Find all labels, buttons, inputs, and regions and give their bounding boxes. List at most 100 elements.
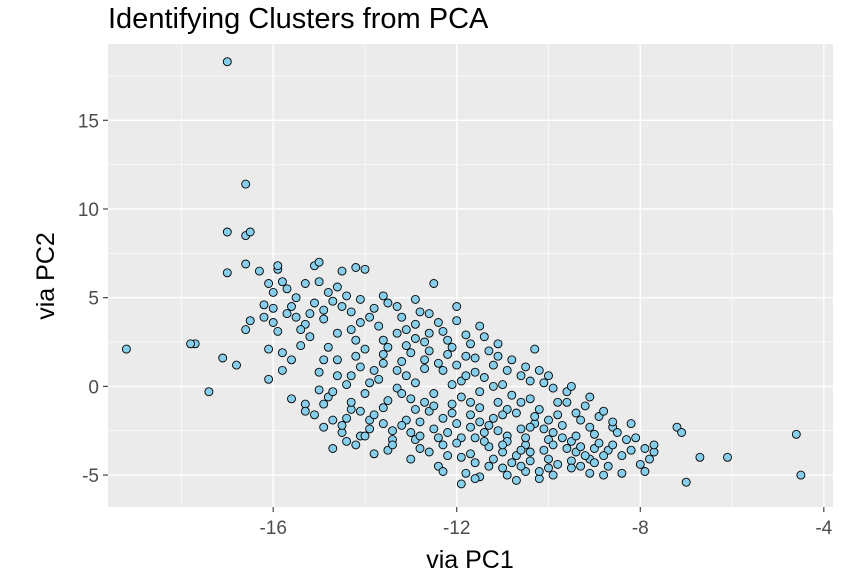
data-point bbox=[277, 348, 287, 358]
data-point bbox=[498, 463, 508, 473]
data-point bbox=[525, 422, 535, 432]
data-point bbox=[461, 468, 471, 478]
data-point bbox=[475, 321, 485, 331]
data-point bbox=[410, 334, 420, 343]
data-point bbox=[277, 277, 287, 287]
data-point bbox=[424, 309, 434, 319]
data-point bbox=[470, 367, 480, 377]
data-point bbox=[323, 342, 333, 352]
data-point bbox=[351, 263, 361, 272]
data-point bbox=[603, 461, 613, 471]
data-point bbox=[484, 461, 494, 471]
data-point bbox=[530, 412, 540, 421]
data-point bbox=[300, 406, 310, 416]
y-tick-label: 5 bbox=[88, 289, 99, 310]
data-point bbox=[534, 467, 544, 476]
data-point bbox=[346, 371, 356, 381]
data-point bbox=[277, 365, 287, 375]
data-point bbox=[346, 397, 356, 407]
data-point bbox=[388, 440, 397, 450]
data-point bbox=[466, 449, 475, 459]
data-point bbox=[493, 351, 503, 361]
data-point bbox=[557, 433, 567, 443]
data-point bbox=[566, 381, 576, 391]
data-point bbox=[443, 335, 453, 345]
data-point bbox=[254, 266, 264, 276]
data-point bbox=[337, 266, 347, 276]
data-point bbox=[424, 346, 434, 356]
data-point bbox=[420, 337, 430, 347]
data-point bbox=[507, 355, 517, 365]
data-point bbox=[580, 401, 590, 411]
y-axis: -5 0 5 10 15 bbox=[78, 111, 108, 487]
data-point bbox=[548, 440, 558, 450]
data-point bbox=[355, 406, 365, 416]
data-point bbox=[585, 468, 595, 478]
x-tick-label: -16 bbox=[259, 518, 286, 539]
data-point bbox=[374, 321, 384, 331]
data-point bbox=[612, 428, 622, 437]
y-tick-label: 15 bbox=[78, 111, 99, 132]
data-point bbox=[585, 422, 595, 432]
data-point bbox=[337, 420, 347, 430]
data-point bbox=[383, 298, 393, 308]
data-point bbox=[410, 404, 420, 414]
data-point bbox=[342, 413, 352, 423]
data-point bbox=[796, 470, 806, 480]
data-point bbox=[273, 261, 283, 271]
data-point bbox=[222, 57, 232, 67]
data-point bbox=[397, 357, 407, 366]
data-point bbox=[438, 467, 448, 476]
data-point bbox=[723, 452, 732, 462]
data-point bbox=[539, 378, 549, 388]
data-point bbox=[355, 362, 365, 372]
data-point bbox=[300, 279, 310, 288]
y-tick-label: -5 bbox=[82, 466, 99, 487]
data-point bbox=[479, 436, 489, 446]
data-point bbox=[346, 307, 356, 317]
data-point bbox=[383, 342, 393, 352]
data-point bbox=[525, 456, 535, 466]
data-point bbox=[438, 365, 448, 375]
data-point bbox=[342, 291, 352, 301]
data-point bbox=[264, 279, 274, 288]
data-point bbox=[406, 348, 416, 358]
data-point bbox=[332, 355, 342, 365]
data-point bbox=[626, 445, 636, 455]
data-point bbox=[438, 413, 448, 423]
data-point bbox=[608, 440, 618, 450]
data-point bbox=[392, 365, 402, 375]
data-point bbox=[420, 397, 430, 407]
data-point bbox=[337, 302, 347, 311]
data-point bbox=[576, 461, 586, 471]
data-point bbox=[461, 371, 471, 381]
data-point bbox=[351, 440, 361, 450]
data-point bbox=[332, 328, 342, 338]
data-point bbox=[332, 282, 342, 292]
data-point bbox=[342, 380, 352, 390]
data-point bbox=[557, 420, 567, 430]
data-point bbox=[516, 397, 526, 407]
data-point bbox=[507, 458, 517, 468]
data-point bbox=[397, 389, 407, 398]
data-point bbox=[222, 227, 232, 237]
data-point bbox=[378, 291, 388, 301]
data-point bbox=[525, 376, 535, 386]
data-point bbox=[461, 330, 471, 340]
data-point bbox=[245, 227, 255, 237]
data-point bbox=[259, 312, 269, 322]
data-point bbox=[677, 428, 687, 437]
data-point bbox=[291, 293, 301, 303]
data-point bbox=[507, 390, 517, 400]
data-point bbox=[553, 410, 563, 420]
data-point bbox=[424, 447, 434, 457]
data-point bbox=[314, 367, 324, 377]
data-point bbox=[488, 360, 498, 370]
data-point bbox=[488, 381, 498, 391]
data-point bbox=[640, 467, 650, 476]
data-point bbox=[392, 302, 402, 311]
data-point bbox=[319, 305, 329, 315]
data-point bbox=[695, 452, 705, 462]
data-point bbox=[539, 445, 549, 455]
data-point bbox=[310, 410, 319, 420]
